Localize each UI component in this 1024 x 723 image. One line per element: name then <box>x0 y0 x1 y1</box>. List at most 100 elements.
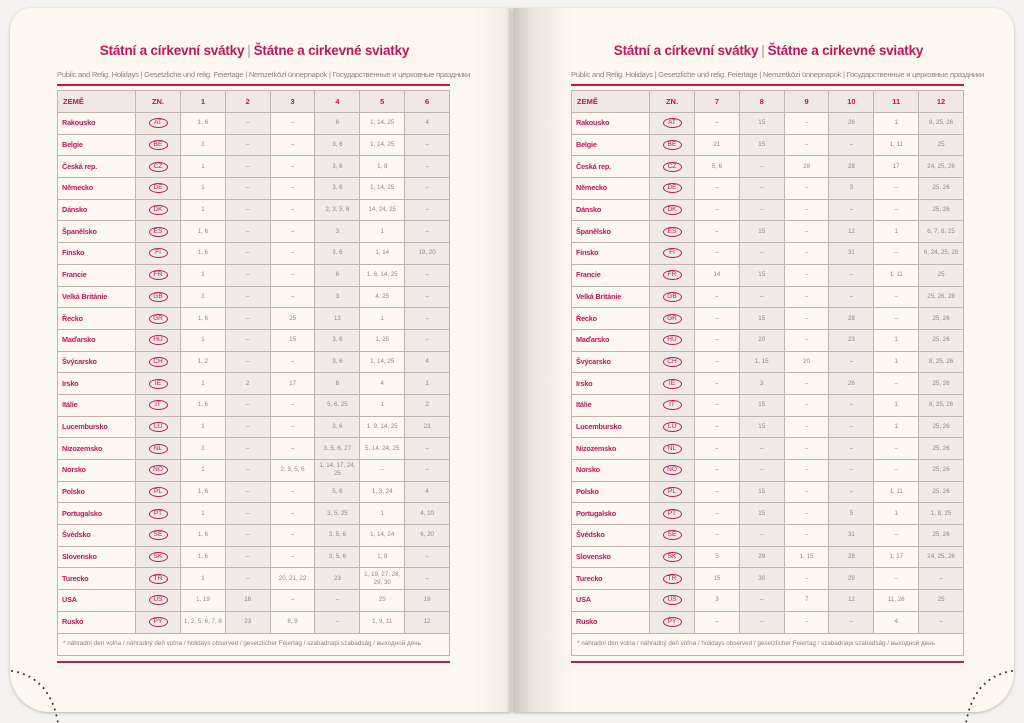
country-code-cell: HU <box>135 328 181 352</box>
holiday-dates-cell: – <box>694 220 740 244</box>
holiday-dates-cell: – <box>224 350 271 374</box>
table-header-row: ZEMĚ ZN. 1 2 3 4 5 6 <box>57 90 450 113</box>
country-name: USA <box>57 589 136 612</box>
column-header-month: 1 <box>180 90 226 113</box>
holidays-table: ZEMĚ ZN. 1 2 3 4 5 6 Rakousko AT 1, 6– –6 1, 14, 25 4… <box>57 90 450 656</box>
holiday-dates-cell: 1 <box>873 350 920 374</box>
country-name: Slovensko <box>57 545 136 569</box>
holiday-dates-cell: 25, 26 <box>918 480 964 504</box>
column-header-month: 4 <box>314 90 361 113</box>
holiday-dates-cell: 1, 3, 24 <box>359 480 406 504</box>
holiday-dates-cell: 1 <box>180 415 226 439</box>
holiday-dates-cell: 1, 14, 17, 24, 25 <box>314 459 361 482</box>
holiday-dates-cell: 6 <box>314 112 361 135</box>
holiday-dates-cell: 1, 11 <box>873 480 920 504</box>
country-code-badge: GR <box>148 313 168 324</box>
country-name: Řecko <box>571 307 650 330</box>
holiday-dates-cell: 16 <box>224 589 271 612</box>
holidays-table: ZEMĚ ZN. 7 8 9 10 11 12 Rakousko AT –15–26 1 8, 25, … <box>571 90 964 656</box>
holiday-dates-cell: 23 <box>314 567 361 591</box>
holiday-dates-cell: – <box>738 155 785 179</box>
holiday-dates-cell: 3 <box>314 220 361 244</box>
holiday-dates-cell: 8, 25, 26 <box>918 350 964 374</box>
holiday-dates-cell: 1, 2 <box>180 350 226 374</box>
holiday-dates-cell: – <box>738 589 785 612</box>
title-slovak: Štátne a cirkevné sviatky <box>253 43 410 58</box>
country-code-cell: DK <box>135 198 181 222</box>
holiday-dates-cell: – <box>694 242 740 265</box>
holiday-dates-cell: 1, 25 <box>359 328 406 352</box>
holiday-dates-cell: – <box>269 545 316 569</box>
country-code-badge: NL <box>148 443 168 454</box>
holiday-dates-cell: 15 <box>738 133 785 157</box>
holiday-dates-cell: 20 <box>738 328 785 352</box>
top-divider <box>57 84 450 86</box>
holiday-dates-cell: – <box>269 177 316 200</box>
country-code-badge: TR <box>662 573 682 584</box>
country-code-badge: US <box>148 595 168 606</box>
holiday-dates-cell: 1, 14, 25 <box>359 350 406 374</box>
column-header-code: ZN. <box>135 90 181 113</box>
holiday-dates-cell: – <box>694 328 740 352</box>
holiday-dates-cell: 3 <box>314 285 361 309</box>
table-row: Rusko PY 1, 2, 5, 6, 7, 8 23 8, 9–1, 9, 11 12 <box>57 610 450 634</box>
holiday-dates-cell: 2, 3, 5, 6 <box>314 198 361 222</box>
holiday-dates-cell: 14, 24, 25 <box>359 198 406 222</box>
holiday-dates-cell: – <box>783 393 830 417</box>
holiday-dates-cell: 1 <box>359 393 406 417</box>
holiday-dates-cell: – <box>224 567 271 591</box>
holiday-dates-cell: – <box>224 198 271 222</box>
holiday-dates-cell: 1, 6 <box>180 242 226 265</box>
holiday-dates-cell: 1 <box>180 372 226 395</box>
table-row: USA US 3–7 12 11, 26 25 <box>571 589 964 612</box>
holiday-dates-cell: 25 <box>918 589 964 612</box>
country-name: Lucembursko <box>571 415 650 439</box>
holiday-dates-cell: 21 <box>694 133 740 157</box>
holiday-dates-cell: – <box>359 459 406 482</box>
holiday-dates-cell: 14 <box>694 263 740 287</box>
country-code-cell: CH <box>649 350 695 374</box>
country-name: Irsko <box>571 372 650 395</box>
country-name: Švýcarsko <box>57 350 136 374</box>
holiday-dates-cell: 23 <box>404 415 450 439</box>
holiday-dates-cell: 13 <box>314 307 361 330</box>
country-code-cell: GR <box>649 307 695 330</box>
holiday-dates-cell: – <box>738 459 785 482</box>
table-row: Řecko GR 1, 6–25 13 1– <box>57 307 450 330</box>
table-header-row: ZEMĚ ZN. 7 8 9 10 11 12 <box>571 90 964 113</box>
holiday-dates-cell: 1, 8, 14, 25 <box>359 263 406 287</box>
holiday-dates-cell: 1, 6 <box>180 545 226 569</box>
holiday-dates-cell: 29 <box>738 545 785 569</box>
country-code-badge: NO <box>662 465 682 476</box>
country-code-badge: DK <box>662 205 682 216</box>
country-name: Polsko <box>57 480 136 504</box>
holiday-dates-cell: 1, 17 <box>873 545 920 569</box>
holiday-dates-cell: 1 <box>180 459 226 482</box>
holiday-dates-cell: – <box>694 112 740 135</box>
holiday-dates-cell: – <box>694 459 740 482</box>
holiday-dates-cell: – <box>224 285 271 309</box>
country-code-cell: NO <box>135 459 181 482</box>
holiday-dates-cell: – <box>694 393 740 417</box>
holiday-dates-cell: 31 <box>828 524 875 547</box>
holiday-dates-cell: – <box>738 610 785 634</box>
country-name: Francie <box>571 263 650 287</box>
holiday-dates-cell: 1 <box>359 307 406 330</box>
holiday-dates-cell: – <box>224 545 271 569</box>
holiday-dates-cell: 1 <box>180 133 226 157</box>
holiday-dates-cell: – <box>783 177 830 200</box>
column-header-month: 3 <box>269 90 316 113</box>
holiday-dates-cell: 15 <box>738 415 785 439</box>
country-code-cell: IE <box>649 372 695 395</box>
holiday-dates-cell: – <box>269 198 316 222</box>
holiday-dates-cell: – <box>224 242 271 265</box>
table-row: Nizozemsko NL 1– –3, 5, 6, 27 5, 14, 24, 25– <box>57 437 450 460</box>
holiday-dates-cell: – <box>828 133 875 157</box>
holiday-dates-cell: 3 <box>828 177 875 200</box>
holiday-dates-cell: 1 <box>180 567 226 591</box>
country-code-cell: IE <box>135 372 181 395</box>
country-code-cell: SE <box>649 524 695 547</box>
table-row: USA US 1, 19 16– –25 19 <box>57 589 450 612</box>
country-code-cell: GR <box>135 307 181 330</box>
country-name: USA <box>571 589 650 612</box>
